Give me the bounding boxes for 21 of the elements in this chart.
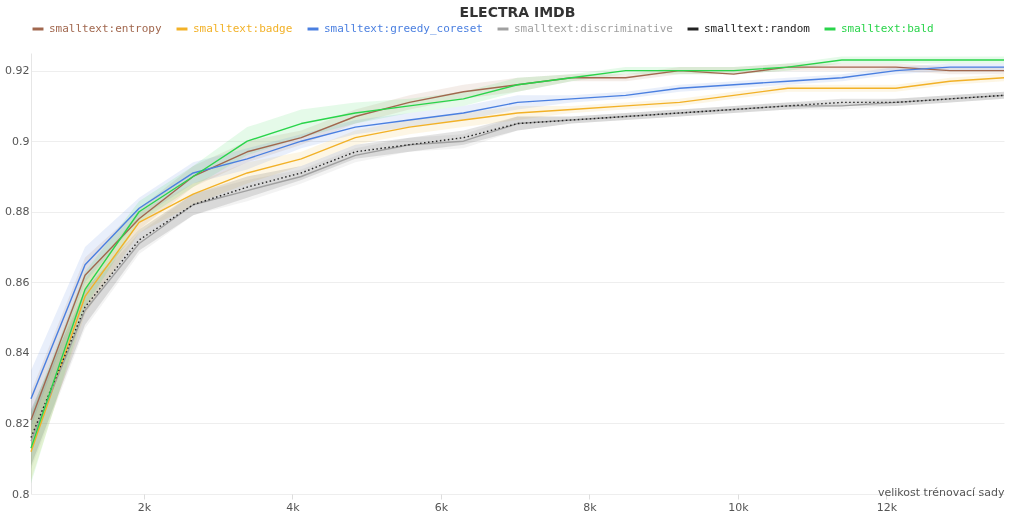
x-tick-label: 4k (286, 500, 301, 514)
x-tick-label: 12k (876, 500, 898, 514)
legend-label: smalltext:greedy_coreset (324, 22, 483, 35)
x-tick-label: 6k (434, 500, 449, 514)
legend-label: smalltext:random (704, 22, 811, 35)
x-tick-label: 2k (137, 500, 152, 514)
y-tick-label: 0.8 (12, 487, 30, 501)
y-tick-label: 0.82 (5, 416, 30, 430)
chart-title: ELECTRA IMDB (459, 4, 576, 20)
legend-label: smalltext:badge (193, 22, 293, 35)
y-tick-label: 0.9 (12, 134, 30, 148)
y-tick-label: 0.84 (5, 346, 30, 360)
x-tick-label: 10k (728, 500, 750, 514)
y-tick-label: 0.86 (5, 275, 30, 289)
y-tick-label: 0.88 (5, 205, 30, 219)
x-axis-title: velikost trénovací sady (877, 485, 1005, 499)
x-tick-label: 8k (583, 500, 598, 514)
legend-label: smalltext:entropy (49, 22, 162, 35)
legend-label: smalltext:bald (841, 22, 934, 35)
y-tick-label: 0.92 (5, 64, 30, 78)
legend-label: smalltext:discriminative (514, 22, 673, 35)
